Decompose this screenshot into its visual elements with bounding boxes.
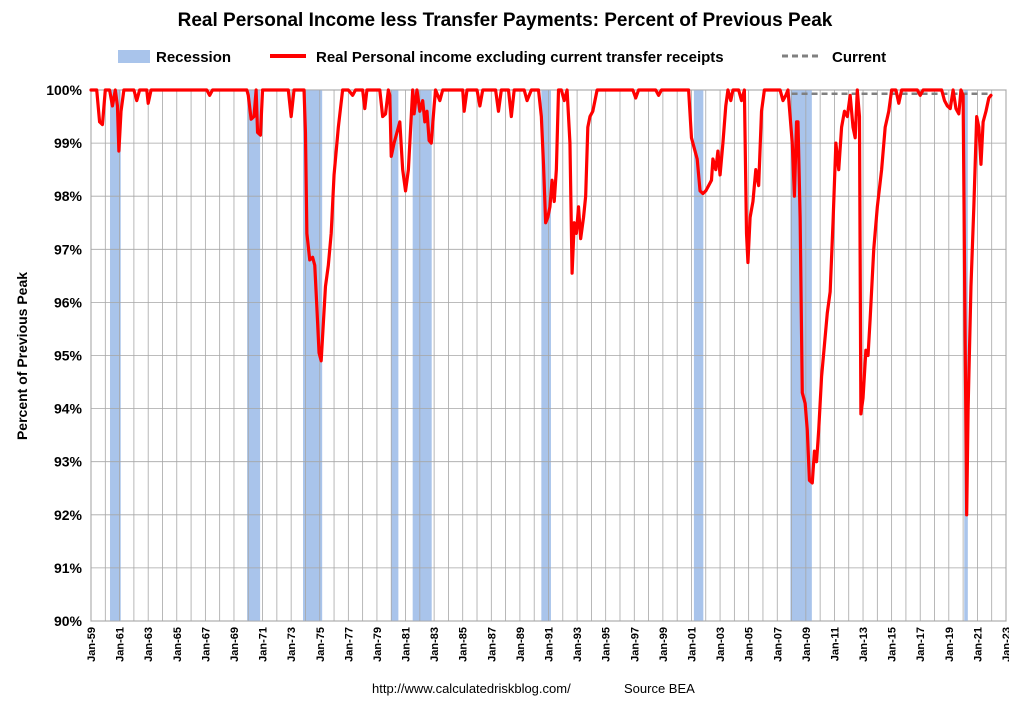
y-tick-label: 91% bbox=[54, 560, 83, 576]
x-tick-label: Jan-81 bbox=[401, 627, 413, 662]
x-tick-label: Jan-01 bbox=[686, 627, 698, 662]
x-tick-label: Jan-09 bbox=[801, 627, 813, 662]
x-tick-label: Jan-67 bbox=[200, 627, 212, 662]
x-tick-label: Jan-85 bbox=[458, 627, 470, 662]
y-axis-label: Percent of Previous Peak bbox=[14, 272, 30, 440]
y-tick-label: 92% bbox=[54, 507, 83, 523]
legend-label-recession: Recession bbox=[156, 49, 231, 66]
x-tick-label: Jan-61 bbox=[115, 627, 127, 662]
x-tick-label: Jan-69 bbox=[229, 627, 241, 662]
x-tick-label: Jan-93 bbox=[572, 627, 584, 662]
x-tick-label: Jan-91 bbox=[544, 627, 556, 662]
x-tick-label: Jan-23 bbox=[1001, 627, 1009, 662]
y-tick-label: 94% bbox=[54, 401, 83, 417]
x-tick-label: Jan-07 bbox=[772, 627, 784, 662]
footer-url: http://www.calculatedriskblog.com/ bbox=[372, 681, 571, 696]
x-tick-label: Jan-83 bbox=[429, 627, 441, 662]
chart-title: Real Personal Income less Transfer Payme… bbox=[178, 10, 833, 31]
x-tick-label: Jan-05 bbox=[744, 627, 756, 662]
x-tick-label: Jan-15 bbox=[887, 627, 899, 662]
x-tick-label: Jan-63 bbox=[143, 627, 155, 662]
x-tick-label: Jan-19 bbox=[944, 627, 956, 662]
legend-label-income: Real Personal income excluding current t… bbox=[316, 49, 724, 66]
x-tick-label: Jan-21 bbox=[972, 627, 984, 662]
x-tick-label: Jan-13 bbox=[858, 627, 870, 662]
series-group bbox=[89, 88, 993, 517]
y-tick-label: 90% bbox=[54, 613, 83, 629]
y-tick-label: 99% bbox=[54, 135, 83, 151]
y-tick-label: 95% bbox=[54, 348, 83, 364]
x-tick-label: Jan-77 bbox=[343, 627, 355, 662]
y-tick-label: 97% bbox=[54, 241, 83, 257]
legend-swatch-recession bbox=[118, 50, 150, 63]
legend-label-current: Current bbox=[832, 49, 886, 66]
x-tick-label: Jan-75 bbox=[315, 627, 327, 662]
footer-source: Source BEA bbox=[624, 681, 695, 696]
x-tick-label: Jan-95 bbox=[601, 627, 613, 662]
x-axis: Jan-59 Jan-61 Jan-63 Jan-65 Jan-67 Jan-69 Jan-… bbox=[86, 627, 1009, 662]
x-tick-label: Jan-89 bbox=[515, 627, 527, 662]
x-tick-label: Jan-11 bbox=[829, 627, 841, 661]
x-tick-label: Jan-65 bbox=[172, 627, 184, 662]
y-tick-label: 93% bbox=[54, 454, 83, 470]
grid bbox=[90, 89, 1007, 622]
x-tick-label: Jan-87 bbox=[486, 627, 498, 662]
y-tick-label: 96% bbox=[54, 294, 83, 310]
y-axis: 90% 91% 92% 93% 94% 95% 96% 97% 98% 99% 100% bbox=[46, 82, 82, 629]
x-tick-label: Jan-73 bbox=[286, 627, 298, 662]
x-tick-label: Jan-79 bbox=[372, 627, 384, 662]
y-tick-label: 100% bbox=[46, 82, 82, 98]
x-tick-label: Jan-99 bbox=[658, 627, 670, 662]
legend: Recession Real Personal income excluding… bbox=[118, 49, 886, 66]
x-tick-label: Jan-71 bbox=[258, 627, 270, 662]
x-tick-label: Jan-03 bbox=[715, 627, 727, 662]
x-tick-label: Jan-17 bbox=[915, 627, 927, 662]
x-tick-label: Jan-59 bbox=[86, 627, 98, 662]
y-tick-label: 98% bbox=[54, 188, 83, 204]
x-tick-label: Jan-97 bbox=[629, 627, 641, 662]
series-line-0 bbox=[89, 88, 993, 517]
